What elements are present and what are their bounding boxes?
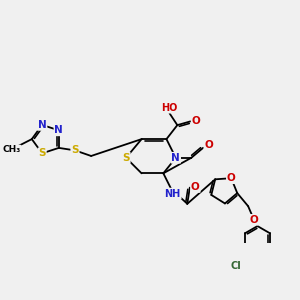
Text: CH₃: CH₃	[2, 146, 21, 154]
Text: HO: HO	[161, 103, 177, 113]
Text: O: O	[227, 173, 236, 183]
Text: NH: NH	[164, 188, 181, 199]
Text: S: S	[71, 146, 79, 155]
Text: Cl: Cl	[231, 261, 242, 271]
Text: S: S	[38, 148, 46, 158]
Text: N: N	[171, 153, 180, 163]
Text: O: O	[191, 182, 200, 192]
Text: N: N	[54, 125, 63, 135]
Text: O: O	[192, 116, 200, 126]
Text: O: O	[249, 215, 258, 225]
Text: S: S	[122, 153, 130, 163]
Text: N: N	[38, 120, 46, 130]
Text: O: O	[204, 140, 213, 150]
